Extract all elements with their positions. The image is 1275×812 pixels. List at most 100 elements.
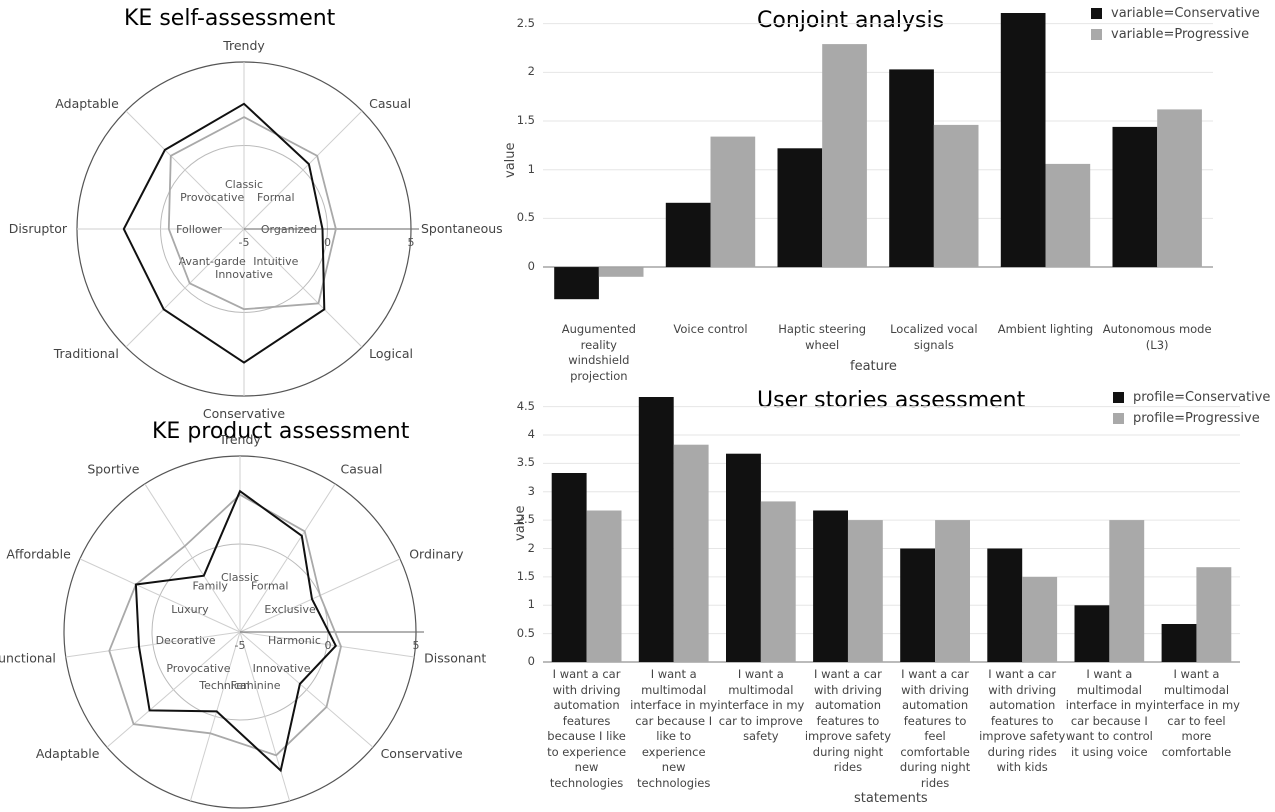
x-category-label-line: I want a car [901, 667, 969, 681]
bar-conservative [900, 548, 936, 662]
radar-outer-label-casual: Casual [369, 96, 411, 111]
bar-conservative [889, 69, 934, 268]
radar-outer-label-conservative: Conservative [381, 746, 463, 761]
x-category-label-line: improve safety [979, 729, 1066, 743]
radar-outer-label-disruptor: Disruptor [9, 221, 68, 236]
x-category-label-line: I want a [650, 667, 697, 681]
legend-label: profile=Progressive [1133, 411, 1260, 426]
legend-item-conservative[interactable]: variable=Conservative [1091, 3, 1260, 24]
user-stories-plot [543, 397, 1240, 663]
x-category-label: I want a multimodal interface in my car bec… [1066, 667, 1153, 760]
x-category-label-line: rides [920, 775, 950, 790]
x-category-label-line: comfortable [1161, 744, 1232, 759]
conjoint-plot [543, 13, 1213, 300]
legend-label: variable=Progressive [1111, 27, 1250, 42]
x-category-label: Augumented reality windshield projection [543, 322, 655, 384]
x-category-label-line: Voice control [673, 322, 748, 336]
x-category-label-line: signals [913, 337, 954, 352]
radar-inner-label-innovative: Innovative [253, 662, 311, 675]
radar-outer-label-spontaneous: Spontaneous [421, 221, 503, 236]
x-category-label-line: I want a [1173, 667, 1220, 681]
y-tick-label: 2 [527, 64, 535, 79]
x-category-label-line: to experience [547, 744, 627, 759]
x-category-label-line: automation [989, 698, 1056, 712]
radar-radial-tick: -5 [235, 639, 246, 652]
bar-progressive [1022, 576, 1058, 662]
legend-item-conservative[interactable]: profile=Conservative [1113, 387, 1270, 408]
radar-spoke [189, 631, 241, 802]
x-category-label-line: windshield [568, 353, 630, 367]
y-tick-label: 0 [527, 654, 535, 668]
radar-outer-label-trendy: Trendy [222, 38, 265, 53]
y-tick-label: 1 [527, 597, 535, 612]
x-category-label-line: (L3) [1145, 337, 1169, 352]
radar-spoke [144, 483, 241, 633]
legend-label: profile=Conservative [1133, 390, 1271, 405]
x-category-label-line: Ambient lighting [997, 322, 1094, 336]
x-category-label-line: automation [553, 698, 620, 712]
radar-series-progressive [108, 493, 342, 757]
radar-outer-label-trendy: Trendy [218, 432, 261, 447]
legend-label: variable=Conservative [1111, 6, 1260, 21]
x-category-label-line: Augumented [561, 322, 636, 336]
bar-conservative [638, 397, 674, 662]
x-category-label-line: experience new [641, 744, 706, 775]
bar-conservative [1112, 126, 1158, 268]
radar-radial-tick: 0 [324, 236, 331, 249]
x-category-label-line: technologies [637, 775, 711, 790]
x-category-label-line: it using voice [1071, 744, 1148, 759]
radar-series-conservative [122, 102, 326, 364]
x-category-label-line: car to improve [718, 713, 803, 728]
x-category-label-line: multimodal [728, 682, 794, 697]
bar-conservative [1161, 624, 1197, 662]
x-category-label-line: like to [656, 729, 692, 743]
radar-spoke [65, 631, 241, 658]
conjoint-legend[interactable]: variable=Conservative variable=Progressi… [1091, 3, 1260, 45]
x-category-label-line: features to [990, 713, 1054, 728]
radar-inner-label-follower: Follower [176, 223, 222, 236]
y-tick-label: 1.5 [516, 568, 535, 583]
x-category-label: Voice control [655, 322, 767, 338]
radar-spoke [239, 483, 336, 633]
x-category-label-line: automation [901, 698, 969, 712]
bar-progressive [1157, 109, 1202, 268]
radar-spoke [125, 110, 245, 230]
legend-swatch [1113, 413, 1124, 424]
x-category-label: I want a car with driving automation featur… [543, 667, 630, 791]
x-category-label-line: interface in my [630, 698, 718, 712]
x-category-label: Ambient lighting [990, 322, 1102, 338]
legend-item-progressive[interactable]: variable=Progressive [1091, 24, 1260, 45]
radar-outer-label-masculine: Masculine [292, 810, 355, 812]
y-tick-label: 0 [527, 259, 535, 274]
radar-outer-label-ordinary: Ordinary [409, 547, 464, 562]
y-tick-label: 0.5 [516, 625, 535, 640]
x-category-label-line: with kids [996, 760, 1048, 774]
radar-spoke [243, 110, 363, 230]
x-category-label-line: want to control [1065, 729, 1153, 743]
x-category-label-line: feel [924, 729, 946, 743]
x-category-label-line: improve safety [804, 729, 892, 743]
bar-progressive [822, 44, 867, 267]
x-category-label-line: with driving [552, 682, 621, 697]
legend-item-progressive[interactable]: profile=Progressive [1113, 408, 1270, 429]
radar-self-assessment: KE self-assessment Trendy Classic Casual Fo… [0, 0, 503, 425]
x-category-label-line: automation [814, 698, 882, 712]
x-category-label-line: car to feel [1167, 713, 1226, 728]
x-category-label: I want a car with driving automation featur… [979, 667, 1066, 776]
x-category-label-line: because I like [547, 729, 626, 743]
bar-progressive [760, 501, 796, 662]
x-category-label-line: I want a [1086, 667, 1133, 681]
x-category-label: Localized vocal signals [878, 322, 990, 353]
user-stories-legend[interactable]: profile=Conservative profile=Progressive [1113, 387, 1270, 429]
y-tick-label: 3.5 [516, 455, 535, 470]
radar-radial-tick: -5 [239, 236, 250, 249]
x-category-label-line: projection [570, 368, 628, 383]
bar-conservative [813, 510, 848, 662]
y-tick-label: 1.5 [516, 113, 535, 128]
radar-outer-label-traditional: Traditional [53, 346, 119, 361]
radar-inner-label-formal: Formal [251, 580, 289, 593]
radar-outer-label-adaptable: Adaptable [36, 746, 100, 761]
radar-spoke [79, 558, 241, 633]
x-category-label-line: multimodal [1076, 682, 1142, 697]
radar-spoke [239, 631, 374, 748]
